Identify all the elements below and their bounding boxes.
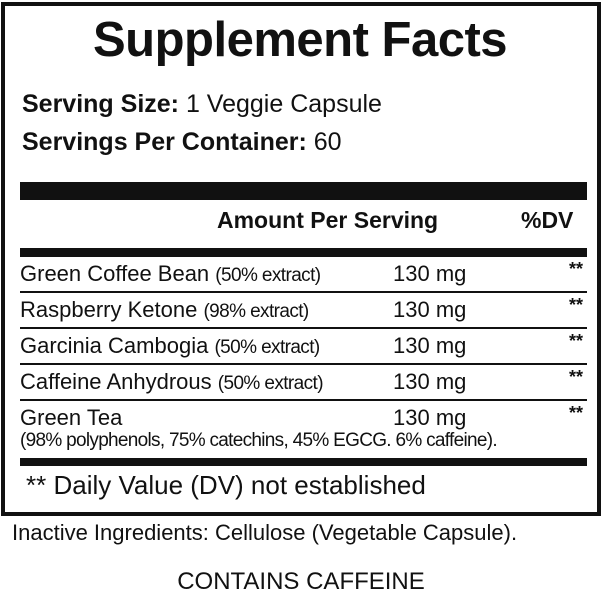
ingredient-dv: ** <box>568 403 583 423</box>
serving-size-label: Serving Size: <box>22 90 179 118</box>
ingredient-dv: ** <box>568 331 583 351</box>
ingredient-amount: 130 mg <box>393 297 467 322</box>
dv-header: %DV <box>521 207 574 233</box>
footnote-divider <box>20 458 587 466</box>
thick-divider <box>20 182 587 200</box>
servings-per-container: Servings Per Container: 60 <box>22 128 342 157</box>
ingredient-amount: 130 mg <box>393 369 467 394</box>
header-divider <box>20 248 587 257</box>
caffeine-warning: CONTAINS CAFFEINE <box>177 568 425 595</box>
ingredient-dv: ** <box>568 295 583 315</box>
ingredient-extract: (50% extract) <box>217 373 324 394</box>
ingredient-row: Green Tea 130 mg ** <box>20 401 587 435</box>
ingredient-amount: 130 mg <box>393 261 467 286</box>
serving-size-value: 1 Veggie Capsule <box>185 90 382 118</box>
ingredient-name: Raspberry Ketone <box>20 297 198 322</box>
ingredient-extract: (98% extract) <box>203 301 309 322</box>
servings-per-container-value: 60 <box>313 128 342 156</box>
dv-footnote: ** Daily Value (DV) not established <box>26 470 426 500</box>
green-tea-note: (98% polyphenols, 75% catechins, 45% EGC… <box>20 430 498 451</box>
ingredient-extract: (50% extract) <box>214 337 320 358</box>
ingredient-row: Garcinia Cambogia (50% extract) 130 mg *… <box>20 329 587 365</box>
ingredient-name: Garcinia Cambogia <box>20 333 209 358</box>
panel-title: Supplement Facts <box>92 13 508 67</box>
ingredient-row: Caffeine Anhydrous (50% extract) 130 mg … <box>20 365 587 401</box>
ingredient-dv: ** <box>568 259 583 279</box>
servings-per-container-label: Servings Per Container: <box>22 128 307 156</box>
ingredient-dv: ** <box>568 367 583 387</box>
ingredient-name: Green Tea <box>20 405 123 430</box>
amount-per-serving-header: Amount Per Serving <box>217 207 439 233</box>
ingredient-amount: 130 mg <box>393 333 467 358</box>
supplement-facts-panel <box>1 2 601 516</box>
ingredient-name: Caffeine Anhydrous <box>20 369 212 394</box>
serving-size: Serving Size: 1 Veggie Capsule <box>22 90 382 119</box>
ingredient-amount: 130 mg <box>393 405 467 430</box>
ingredient-row: Raspberry Ketone (98% extract) 130 mg ** <box>20 293 587 329</box>
ingredient-extract: (50% extract) <box>215 265 321 286</box>
ingredient-row: Green Coffee Bean (50% extract) 130 mg *… <box>20 257 587 293</box>
inactive-ingredients: Inactive Ingredients: Cellulose (Vegetab… <box>12 520 518 545</box>
ingredient-name: Green Coffee Bean <box>20 261 210 286</box>
